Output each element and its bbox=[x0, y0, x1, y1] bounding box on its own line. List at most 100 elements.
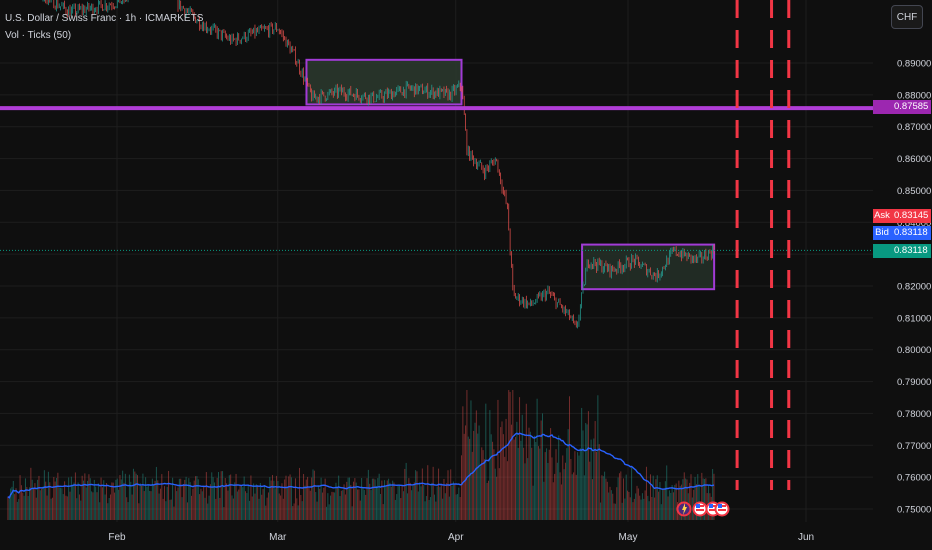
last-price-value: 0.83118 bbox=[894, 245, 928, 256]
volume-bar bbox=[257, 486, 259, 520]
volume-bar bbox=[614, 503, 616, 520]
price-tick-label: 0.85000 bbox=[897, 186, 931, 197]
volume-bar bbox=[262, 489, 264, 520]
volume-bar bbox=[654, 497, 656, 520]
volume-bar bbox=[104, 494, 106, 520]
volume-bar bbox=[446, 483, 448, 520]
volume-bar bbox=[682, 479, 684, 520]
volume-bar bbox=[380, 494, 382, 520]
volume-bar bbox=[76, 498, 78, 520]
price-tick-label: 0.82000 bbox=[897, 282, 931, 293]
volume-bar bbox=[609, 486, 611, 520]
volume-bar bbox=[26, 486, 28, 520]
volume-bar bbox=[203, 485, 205, 520]
event-markers bbox=[676, 501, 730, 517]
volume-bar bbox=[211, 472, 213, 520]
volume-bar bbox=[29, 487, 31, 520]
volume-bar bbox=[85, 487, 87, 520]
flag-canton bbox=[718, 504, 722, 508]
volume-bar bbox=[282, 498, 284, 520]
volume-bar bbox=[328, 504, 330, 520]
volume-bar bbox=[524, 463, 526, 520]
volume-bar bbox=[61, 488, 63, 520]
volume-bar bbox=[7, 496, 9, 520]
price-tick-label: 0.76000 bbox=[897, 473, 931, 484]
chart-grid bbox=[0, 0, 873, 522]
volume-bar bbox=[392, 480, 394, 520]
volume-bar bbox=[74, 472, 76, 520]
volume-bar bbox=[23, 495, 25, 520]
volume-bar bbox=[128, 474, 130, 520]
volume-bar bbox=[702, 478, 704, 520]
volume-bar bbox=[342, 490, 344, 520]
volume-bar bbox=[280, 495, 282, 520]
volume-bar bbox=[666, 465, 668, 520]
ask-price-tag: Ask 0.83145 bbox=[873, 209, 932, 223]
volume-bar bbox=[660, 504, 662, 520]
volume-bar bbox=[250, 475, 252, 520]
volume-bar bbox=[586, 424, 588, 520]
volume-bar bbox=[459, 497, 461, 520]
volume-bar bbox=[591, 479, 593, 520]
volume-bar bbox=[470, 400, 472, 520]
volume-bar bbox=[19, 475, 21, 520]
volume-bar bbox=[587, 411, 589, 520]
volume-bar bbox=[610, 490, 612, 520]
volume-bar bbox=[130, 481, 132, 520]
volume-bar bbox=[88, 474, 90, 520]
volume-bar bbox=[37, 479, 39, 520]
volume-bar bbox=[191, 495, 193, 520]
indicator-label[interactable]: Vol · Ticks (50) bbox=[5, 30, 72, 41]
volume-bar bbox=[205, 472, 207, 520]
volume-bar bbox=[608, 492, 610, 520]
volume-bar bbox=[39, 490, 41, 520]
volume-bar bbox=[481, 447, 483, 520]
volume-bar bbox=[139, 483, 141, 520]
currency-button[interactable]: CHF bbox=[891, 5, 923, 29]
volume-bar bbox=[377, 478, 379, 520]
volume-bar bbox=[616, 487, 618, 520]
volume-bar bbox=[107, 503, 109, 520]
volume-bar bbox=[523, 447, 525, 520]
volume-bar bbox=[323, 487, 325, 520]
volume-bar bbox=[300, 494, 302, 520]
volume-bar bbox=[267, 492, 269, 520]
volume-bar bbox=[574, 451, 576, 520]
volume-bar bbox=[66, 496, 68, 520]
volume-bar bbox=[448, 496, 450, 520]
volume-bar bbox=[228, 475, 230, 520]
volume-bar bbox=[73, 482, 75, 520]
volume-bar bbox=[253, 483, 255, 520]
time-tick-label: Jun bbox=[798, 532, 814, 543]
volume-bar bbox=[189, 482, 191, 520]
volume-bar bbox=[581, 407, 583, 520]
volume-bar bbox=[81, 475, 83, 520]
volume-bar bbox=[185, 476, 187, 520]
volume-bar bbox=[101, 487, 103, 520]
volume-bar bbox=[116, 478, 118, 520]
volume-bar bbox=[157, 480, 159, 520]
volume-bar bbox=[62, 494, 64, 520]
volume-bar bbox=[521, 414, 523, 520]
price-tick-label: 0.78000 bbox=[897, 409, 931, 420]
volume-bar bbox=[178, 478, 180, 520]
volume-bar bbox=[27, 495, 29, 520]
volume-bar bbox=[34, 483, 36, 520]
volume-bar bbox=[400, 498, 402, 520]
volume-bar bbox=[232, 498, 234, 520]
price-axis: 0.89000 0.88000 0.87000 0.86000 0.85000 0.840… bbox=[873, 0, 932, 550]
volume-bar bbox=[30, 467, 32, 520]
volume-bar bbox=[537, 446, 539, 520]
volume-bar bbox=[694, 476, 696, 520]
volume-bar bbox=[456, 494, 458, 520]
volume-bar bbox=[332, 492, 334, 520]
volume-bar bbox=[69, 491, 71, 520]
symbol-title[interactable]: U.S. Dollar / Swiss Franc · 1h · ICMARKE… bbox=[5, 13, 204, 24]
volume-bar bbox=[708, 485, 710, 520]
volume-bar bbox=[64, 481, 66, 520]
volume-bar bbox=[539, 448, 541, 520]
volume-bar bbox=[77, 482, 79, 520]
volume-bar bbox=[547, 462, 549, 520]
volume-bar bbox=[220, 471, 222, 520]
